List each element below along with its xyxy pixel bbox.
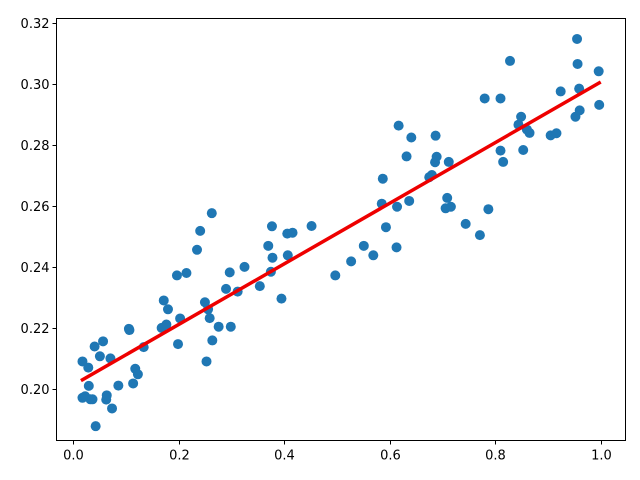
data-point-54 [330, 270, 341, 281]
y-tick-label: 0.26 [21, 200, 50, 215]
x-tick-label: 0.4 [274, 449, 295, 464]
data-point-18 [128, 378, 139, 389]
data-point-38 [213, 321, 224, 332]
x-tick-label: 0.8 [485, 449, 506, 464]
data-point-80 [495, 93, 506, 104]
x-tick-label: 0.0 [63, 449, 84, 464]
data-point-45 [263, 240, 274, 251]
y-tick-label: 0.24 [21, 261, 50, 276]
data-point-76 [460, 218, 471, 229]
data-point-88 [524, 127, 535, 138]
data-point-62 [392, 201, 403, 212]
data-point-56 [358, 240, 369, 251]
data-point-36 [206, 208, 217, 219]
data-point-85 [516, 111, 527, 122]
data-point-23 [158, 295, 169, 306]
data-point-55 [346, 256, 357, 267]
data-point-57 [368, 250, 379, 261]
y-tick-label: 0.28 [21, 139, 50, 154]
data-point-29 [181, 267, 192, 278]
data-point-44 [254, 281, 265, 292]
data-point-70 [430, 130, 441, 141]
x-tick-label: 0.2 [169, 449, 190, 464]
data-point-60 [380, 222, 391, 233]
data-point-41 [225, 321, 236, 332]
data-point-40 [224, 267, 235, 278]
data-point-15 [113, 380, 124, 391]
data-point-33 [201, 356, 212, 367]
x-axis: 0.0 0.2 0.4 0.6 0.8 1.0 [63, 440, 612, 464]
data-point-71 [431, 151, 442, 162]
data-point-14 [107, 403, 118, 414]
data-point-8 [90, 421, 101, 432]
data-point-51 [282, 250, 293, 261]
data-point-7 [89, 341, 100, 352]
data-point-90 [551, 128, 562, 139]
data-point-30 [192, 244, 203, 255]
data-point-24 [161, 319, 172, 330]
data-point-61 [391, 242, 402, 253]
data-point-73 [442, 192, 453, 203]
data-point-53 [306, 220, 317, 231]
scatter-points [77, 33, 605, 432]
data-point-66 [406, 132, 417, 143]
regression-line [80, 80, 602, 383]
data-point-83 [505, 55, 516, 66]
y-tick-label: 0.22 [21, 322, 50, 337]
x-tick-label: 0.6 [380, 449, 401, 464]
data-point-59 [377, 173, 388, 184]
data-point-64 [401, 151, 412, 162]
data-point-86 [518, 145, 529, 156]
data-point-75 [445, 201, 456, 212]
y-tick-label: 0.20 [21, 383, 50, 398]
data-point-91 [555, 86, 566, 97]
data-point-82 [498, 156, 509, 167]
data-point-47 [266, 221, 277, 232]
data-point-17 [124, 325, 135, 336]
data-point-12 [101, 390, 112, 401]
data-point-77 [474, 230, 485, 241]
data-point-9 [94, 351, 105, 362]
regression-line-layer [80, 80, 602, 383]
data-point-37 [207, 335, 218, 346]
data-point-52 [287, 227, 298, 238]
data-point-98 [594, 99, 605, 110]
data-point-48 [267, 252, 278, 263]
data-point-43 [239, 261, 250, 272]
x-tick-label: 1.0 [591, 449, 612, 464]
plot-area-frame [56, 18, 626, 441]
y-axis: 0.20 0.22 0.24 0.26 0.28 0.30 0.32 [21, 17, 57, 398]
data-point-20 [132, 369, 143, 380]
data-point-74 [443, 156, 454, 167]
data-point-27 [173, 339, 184, 350]
data-point-4 [83, 380, 94, 391]
data-point-94 [572, 58, 583, 69]
data-point-65 [404, 195, 415, 206]
data-point-81 [495, 145, 506, 156]
y-tick-label: 0.30 [21, 78, 50, 93]
data-point-93 [572, 33, 583, 44]
data-point-26 [171, 270, 182, 281]
data-point-39 [221, 283, 232, 294]
data-point-3 [83, 362, 94, 373]
data-point-31 [195, 225, 206, 236]
data-point-25 [162, 304, 173, 315]
data-point-49 [276, 293, 287, 304]
data-point-78 [479, 93, 490, 104]
data-point-63 [393, 120, 404, 131]
data-point-6 [87, 394, 98, 405]
data-point-97 [593, 66, 604, 77]
y-tick-label: 0.32 [21, 17, 50, 32]
data-point-10 [98, 336, 109, 347]
data-point-79 [483, 204, 494, 215]
data-point-96 [574, 105, 585, 116]
data-point-35 [204, 313, 215, 324]
